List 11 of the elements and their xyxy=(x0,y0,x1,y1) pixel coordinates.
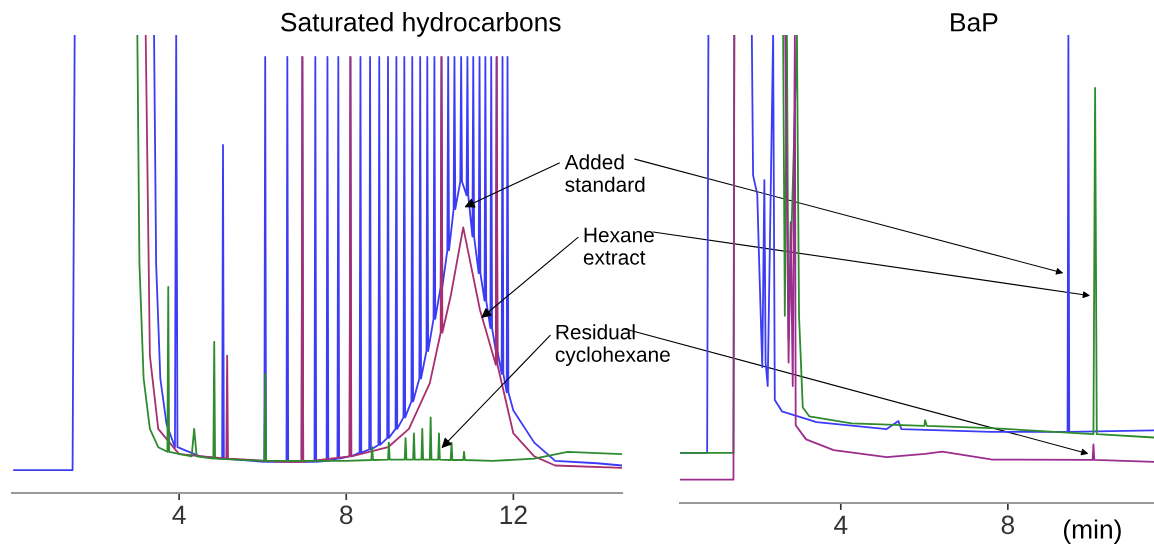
x-tick-label: 12 xyxy=(500,505,527,524)
chart-title: BaP xyxy=(951,13,998,32)
chart-title: Saturated hydrocarbons xyxy=(281,12,561,37)
x-tick-label: 4 xyxy=(172,505,186,524)
x-tick-label: 8 xyxy=(340,505,353,525)
annotation: Hexane extract xyxy=(583,227,654,265)
x-tick-label: 4 xyxy=(834,515,848,534)
x-tick-label: 8 xyxy=(1001,515,1015,535)
annotation: Added standard xyxy=(564,154,645,192)
x-axis-title: (min) xyxy=(1063,519,1121,544)
annotation: Residual cyclohexane xyxy=(555,324,670,366)
